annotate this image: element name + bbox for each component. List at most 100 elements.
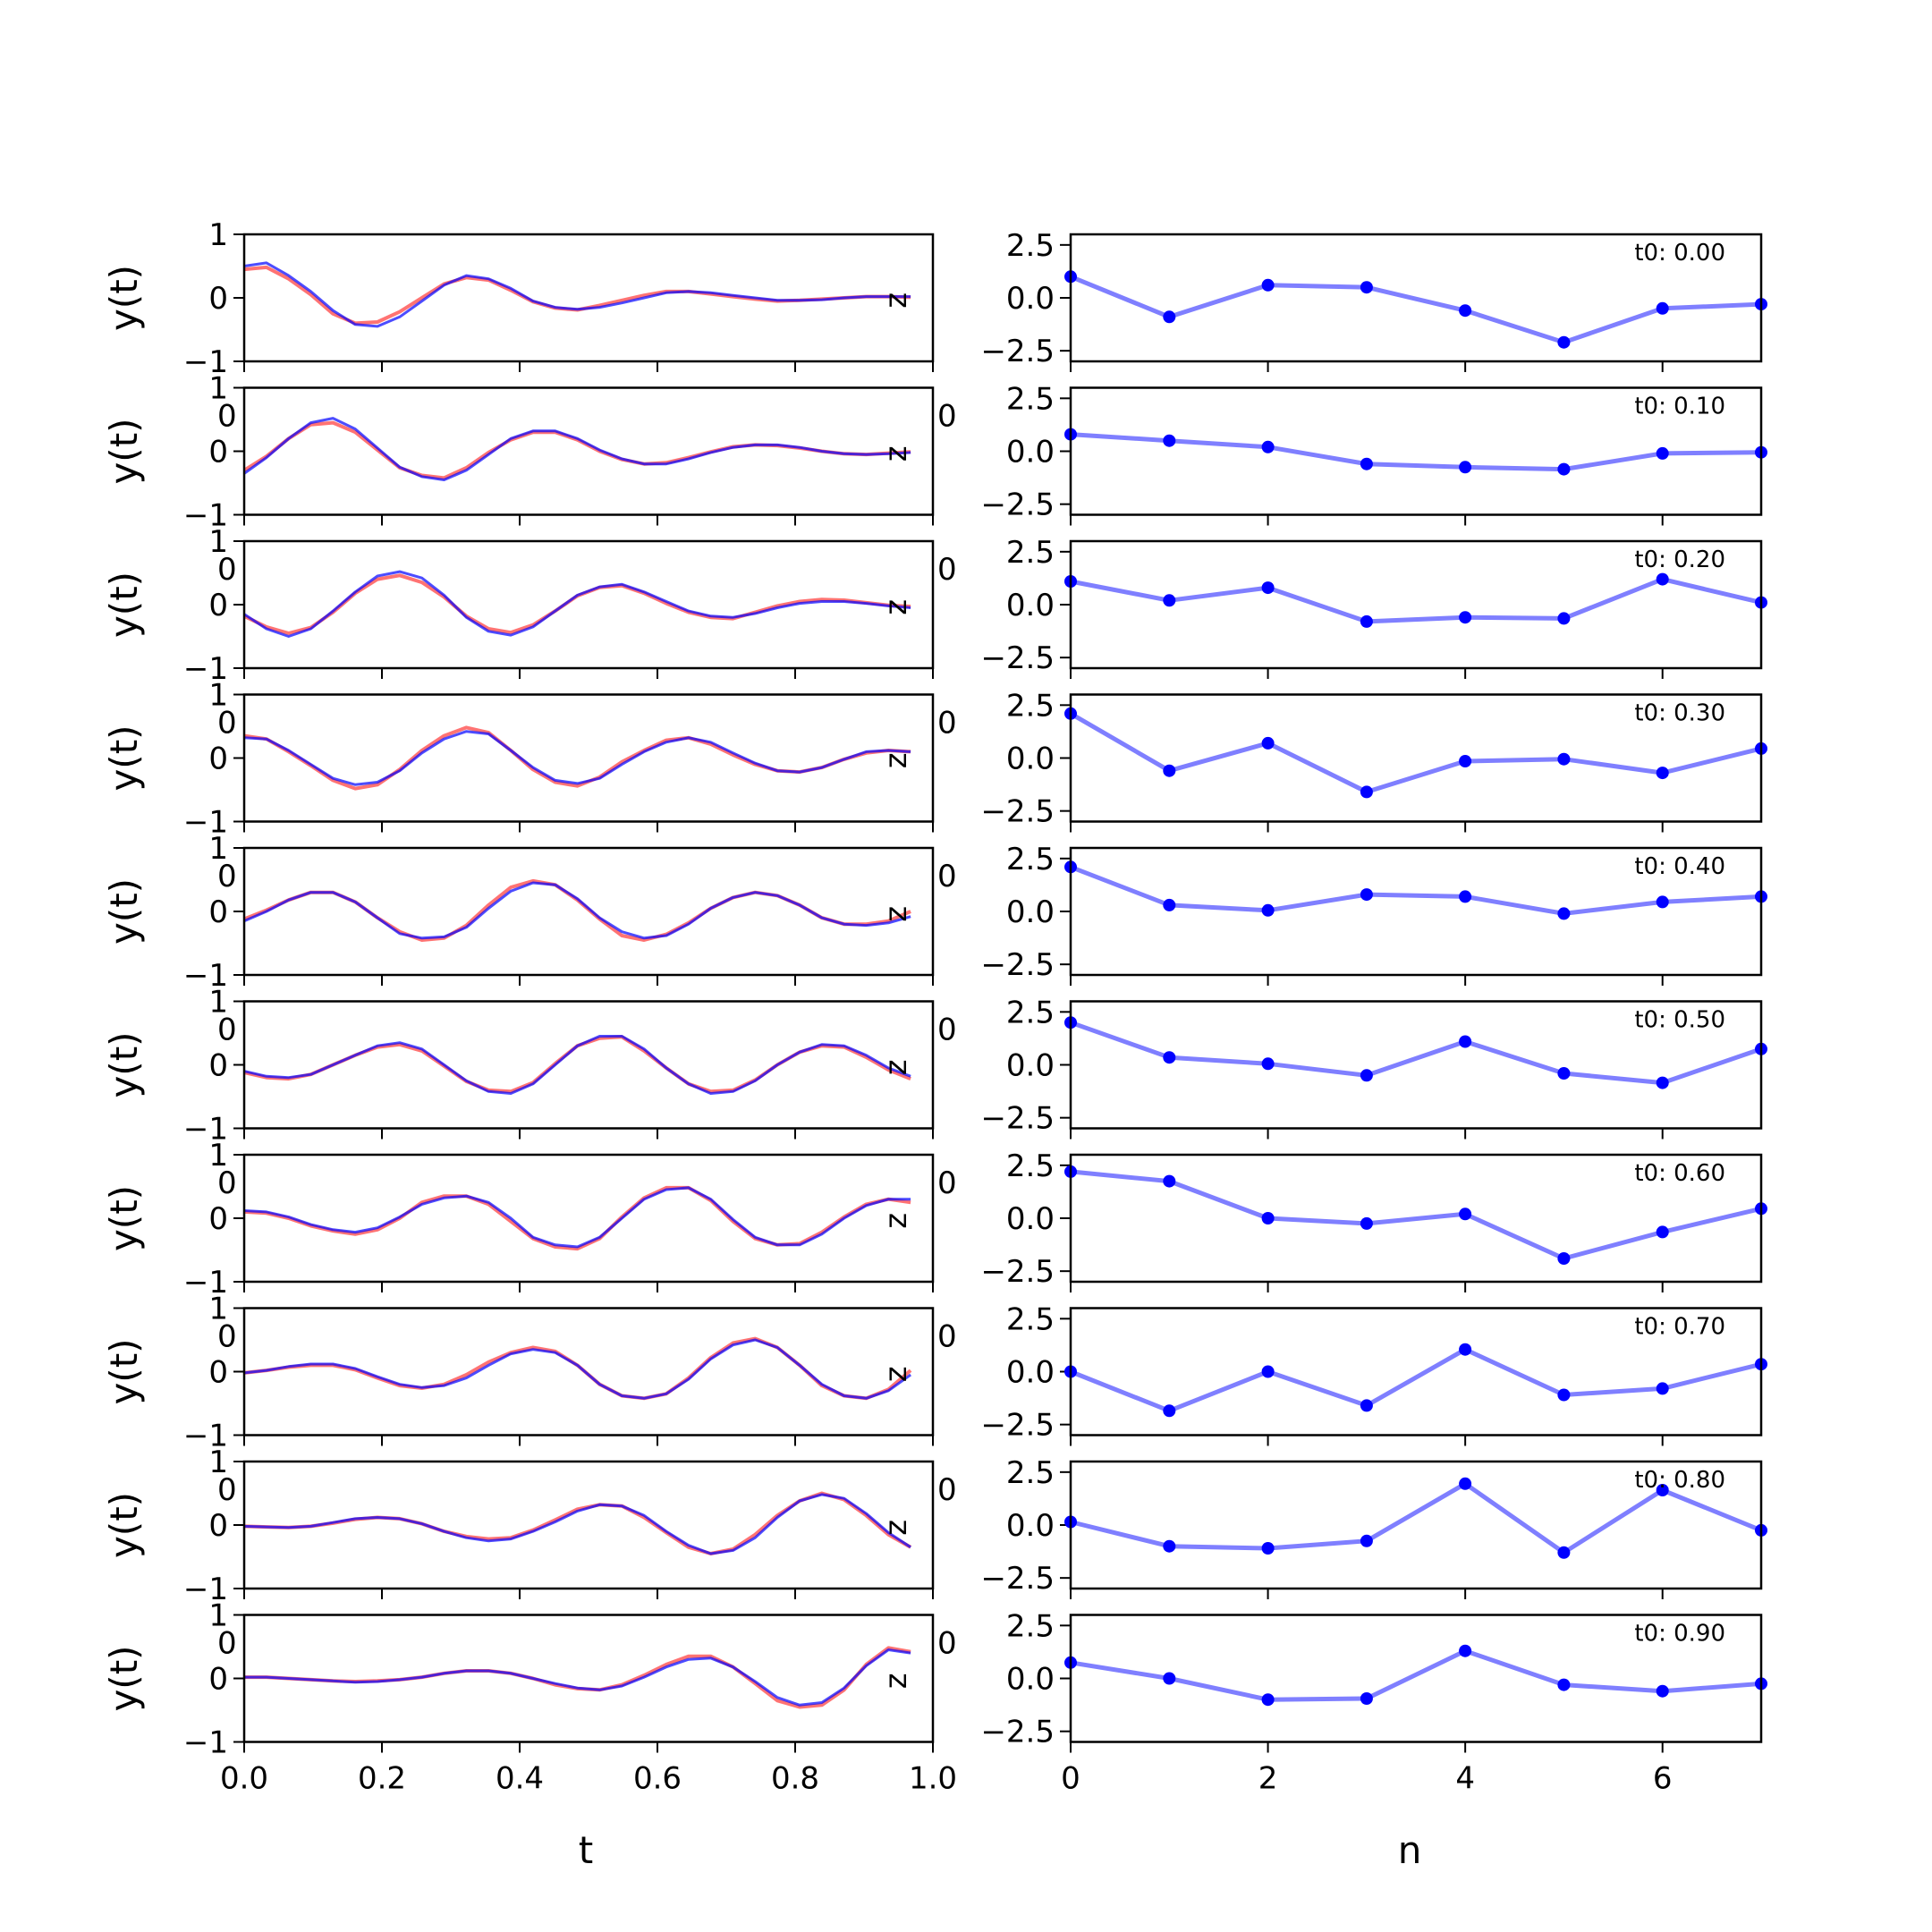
left-ytick-label: 1 bbox=[208, 217, 228, 253]
coefficient-point bbox=[1261, 1057, 1275, 1071]
z-side-label: z bbox=[878, 292, 914, 309]
right-subplot-frame bbox=[1069, 1153, 1763, 1284]
coefficient-point bbox=[1459, 304, 1472, 318]
right-ytick-label: 2.5 bbox=[1006, 228, 1055, 264]
left-x-axis-label: t bbox=[579, 1828, 593, 1872]
coefficient-point bbox=[1656, 767, 1669, 780]
coefficient-series-line bbox=[1070, 1347, 1762, 1413]
left-subplot-frame bbox=[242, 1000, 935, 1130]
coefficient-point bbox=[1557, 1067, 1571, 1080]
coefficient-point bbox=[1459, 1477, 1472, 1490]
left-overlap-tick-label: 0 bbox=[217, 399, 237, 435]
right-subplot-frame bbox=[1069, 233, 1763, 363]
coefficient-point bbox=[1261, 440, 1275, 453]
left-y-axis-label: y(t) bbox=[102, 1031, 146, 1097]
left-ytick-label: 1 bbox=[208, 678, 228, 714]
right-ytick-label: 2.5 bbox=[1006, 995, 1055, 1030]
right-xtick-label: 6 bbox=[1653, 1761, 1673, 1797]
coefficient-point bbox=[1656, 572, 1669, 586]
left-ytick-label: 1 bbox=[208, 1445, 228, 1480]
left-ytick-label: 0 bbox=[208, 1201, 228, 1237]
predicted-series-line bbox=[243, 1035, 911, 1095]
left-y-axis-label: y(t) bbox=[102, 1492, 146, 1558]
z-side-label: z bbox=[878, 1366, 914, 1382]
t0-label: t0: 0.00 bbox=[1634, 240, 1725, 267]
t0-label: t0: 0.70 bbox=[1634, 1314, 1725, 1341]
coefficient-point bbox=[1163, 898, 1176, 911]
left-y-axis-label: y(t) bbox=[102, 1645, 146, 1711]
coefficient-series-line bbox=[1070, 1169, 1762, 1261]
left-xtick-label: 0.8 bbox=[771, 1761, 819, 1797]
left-y-axis-label: y(t) bbox=[102, 418, 146, 484]
coefficient-point bbox=[1261, 278, 1275, 292]
coefficient-point bbox=[1163, 1051, 1176, 1064]
left-ytick-label: 1 bbox=[208, 1138, 228, 1174]
coefficient-point bbox=[1163, 1174, 1176, 1188]
coefficient-point bbox=[1163, 434, 1176, 447]
coefficient-point bbox=[1459, 1208, 1472, 1221]
right-ytick-label: −2.5 bbox=[980, 487, 1055, 523]
right-subplot-frame bbox=[1069, 1460, 1763, 1590]
left-subplot-8: 10−10y(t) z bbox=[102, 1445, 935, 1607]
coefficient-point bbox=[1261, 736, 1275, 750]
left-overlap-tick-label: 0 bbox=[217, 1013, 237, 1048]
coefficient-point bbox=[1459, 461, 1472, 474]
right-column-plots: 2.50.0−2.5t0: 0.002.50.0−2.50 t0: 0.102.5… bbox=[937, 228, 1767, 1797]
left-xtick-label: 0.4 bbox=[496, 1761, 544, 1797]
coefficient-point bbox=[1163, 1539, 1176, 1553]
t0-label: t0: 0.10 bbox=[1634, 394, 1725, 420]
coefficient-point bbox=[1360, 1069, 1373, 1082]
left-subplot-0: 1 0 −1 y(t) z bbox=[102, 217, 935, 380]
coefficient-point bbox=[1459, 1035, 1472, 1048]
left-xtick-label: 0.6 bbox=[633, 1761, 682, 1797]
left-xtick-label: 1.0 bbox=[909, 1761, 957, 1797]
right-ytick-label: 0.0 bbox=[1006, 1508, 1055, 1544]
coefficient-point bbox=[1557, 1546, 1571, 1559]
left-ytick-label: 0 bbox=[208, 894, 228, 930]
coefficient-point bbox=[1459, 755, 1472, 767]
coefficient-point bbox=[1656, 1484, 1669, 1496]
left-subplot-frame bbox=[242, 386, 935, 516]
coefficient-point bbox=[1360, 457, 1373, 470]
right-xtick-label: 0 bbox=[1061, 1761, 1080, 1797]
coefficient-point bbox=[1656, 1076, 1669, 1089]
right-subplot-3: 2.5 0.0 −2.5 0 t0: 0.30 bbox=[937, 688, 1767, 833]
right-subplot-frame bbox=[1069, 846, 1763, 977]
right-ytick-label: 2.5 bbox=[1006, 688, 1055, 724]
coefficient-series-line bbox=[1070, 274, 1762, 345]
coefficient-point bbox=[1360, 1692, 1373, 1705]
coefficient-point bbox=[1360, 281, 1373, 294]
right-overlap-tick-label: 0 bbox=[937, 1165, 957, 1201]
left-overlap-tick-label: 0 bbox=[217, 1472, 237, 1508]
t0-label: t0: 0.40 bbox=[1634, 853, 1725, 880]
coefficient-point bbox=[1163, 764, 1176, 777]
left-ytick-label: 0 bbox=[208, 435, 228, 470]
right-ytick-label: 0.0 bbox=[1006, 281, 1055, 317]
right-subplot-4: 2.5 0.0 −2.5 0 t0: 0.40 bbox=[937, 842, 1767, 986]
left-ytick-label: 0 bbox=[208, 1508, 228, 1544]
left-ytick-label: −1 bbox=[183, 958, 228, 994]
left-ytick-label: −1 bbox=[183, 344, 228, 380]
right-ytick-label: 0.0 bbox=[1006, 1662, 1055, 1698]
predicted-series-line bbox=[243, 881, 911, 940]
left-subplot-9: 0.0 0.2 0.4 0.6 0.8 1.010−10y(t) z bbox=[102, 1598, 957, 1797]
coefficient-point bbox=[1557, 1252, 1571, 1265]
left-overlap-tick-label: 0 bbox=[217, 1319, 237, 1355]
coefficient-point bbox=[1557, 1678, 1571, 1691]
left-subplot-2: 10−10y(t) z bbox=[102, 524, 935, 687]
left-xtick-label: 0.2 bbox=[358, 1761, 406, 1797]
right-ytick-label: 0.0 bbox=[1006, 1201, 1055, 1237]
z-side-label: z bbox=[878, 1213, 914, 1229]
left-column-plots: 10−1y(t) z10−10y(t) z10−10y(t) z10−10y(t) z1… bbox=[102, 217, 957, 1797]
z-side-label: z bbox=[878, 1059, 914, 1075]
t0-label: t0: 0.20 bbox=[1634, 547, 1725, 573]
right-ytick-label: −2.5 bbox=[980, 640, 1055, 676]
predicted-series-line bbox=[243, 570, 911, 638]
right-xtick-label: 4 bbox=[1455, 1761, 1475, 1797]
right-overlap-tick-label: 0 bbox=[937, 706, 957, 741]
coefficient-point bbox=[1261, 1365, 1275, 1378]
right-subplot-1: 2.5 0.0 −2.5 0 t0: 0.10 bbox=[937, 381, 1767, 526]
z-side-label: z bbox=[878, 1520, 914, 1536]
left-ytick-label: 1 bbox=[208, 1292, 228, 1327]
coefficient-series-line bbox=[1070, 432, 1762, 472]
